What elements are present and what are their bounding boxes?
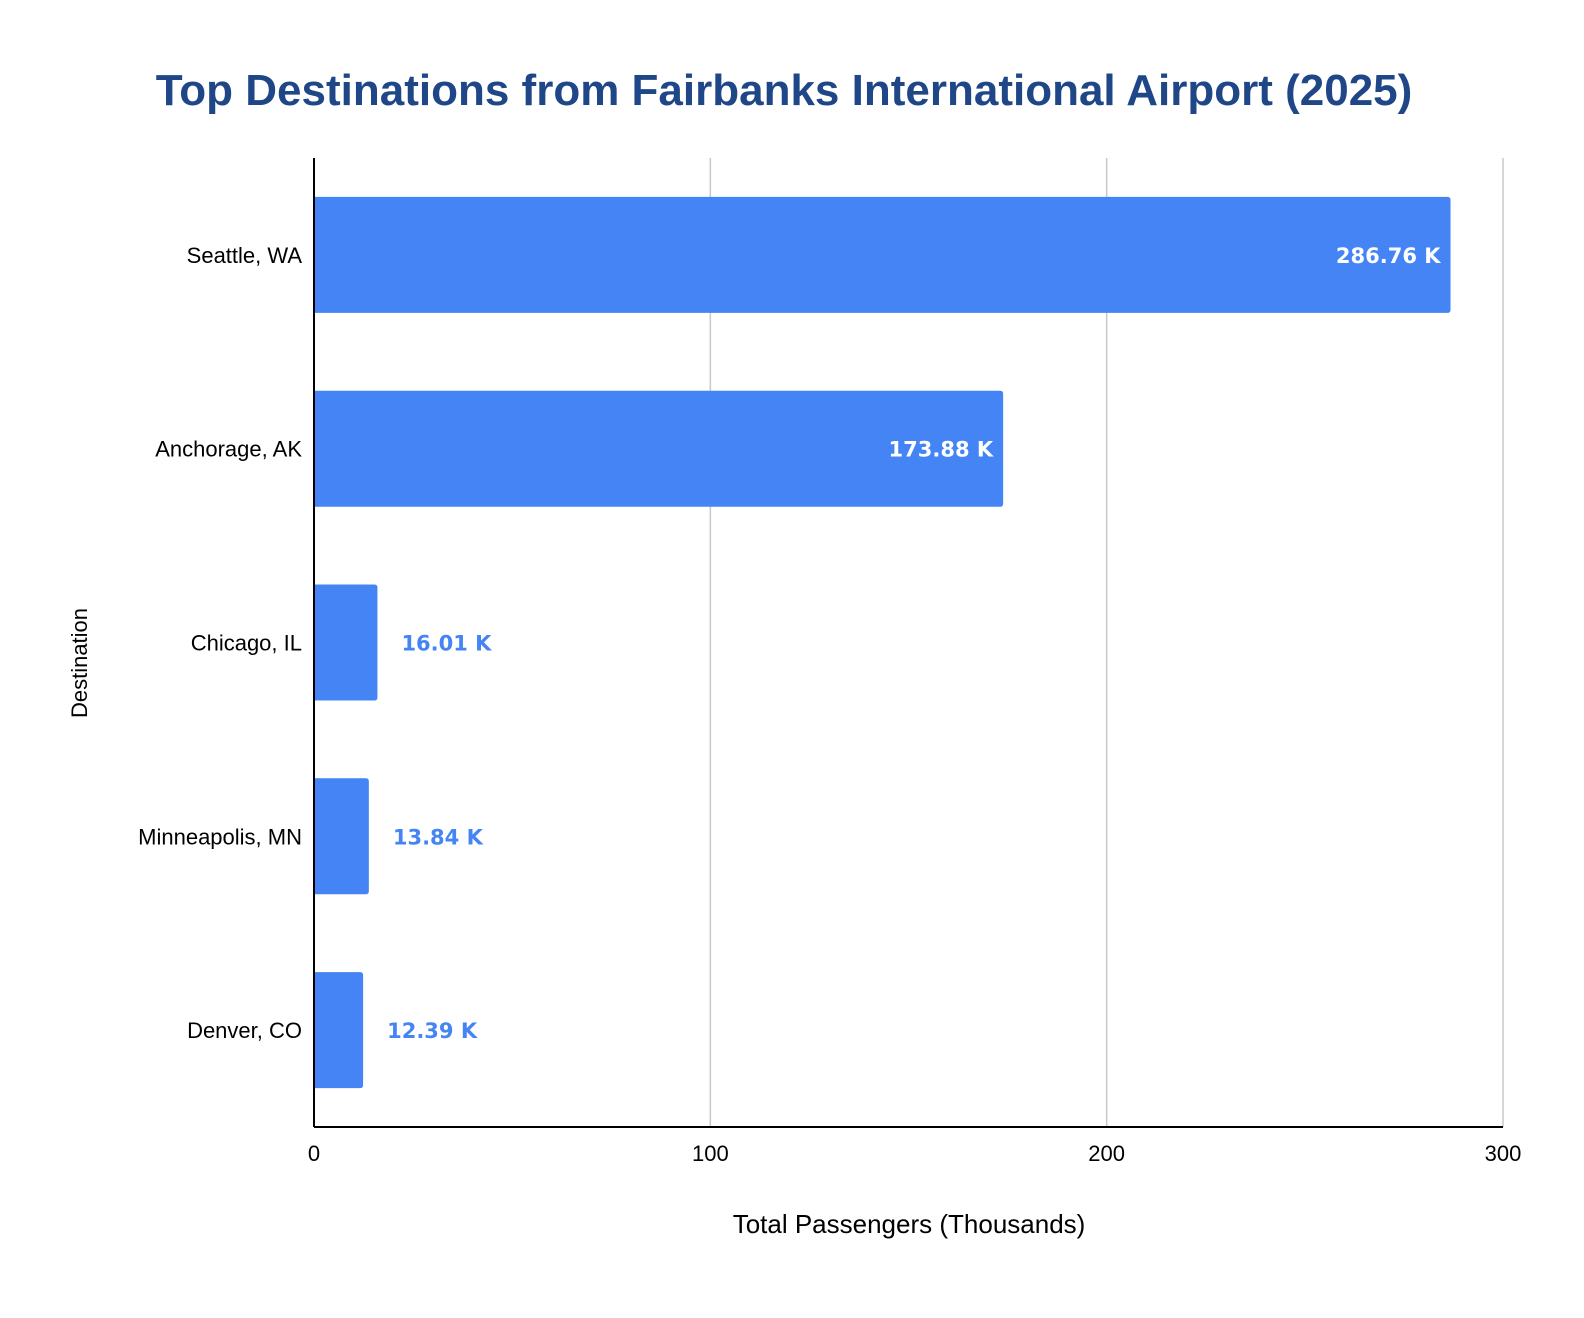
x-tick-label: 100	[692, 1141, 729, 1166]
y-axis-title: Destination	[67, 608, 92, 718]
data-label: 12.39 K	[387, 1019, 478, 1043]
data-label: 173.88 K	[889, 438, 994, 462]
category-label: Anchorage, AK	[155, 437, 302, 462]
axes	[313, 158, 1503, 1128]
x-tick-label: 0	[308, 1141, 320, 1166]
gridlines	[709, 158, 1504, 1127]
data-label: 286.76 K	[1336, 244, 1441, 268]
bar	[314, 778, 369, 895]
bar	[314, 196, 1451, 313]
x-tick-label: 200	[1088, 1141, 1125, 1166]
x-axis-title: Total Passengers (Thousands)	[733, 1209, 1086, 1239]
bars	[314, 196, 1451, 1089]
category-label: Seattle, WA	[187, 243, 303, 268]
bar	[314, 584, 378, 701]
bar	[314, 972, 364, 1089]
category-label: Chicago, IL	[191, 631, 302, 656]
data-label: 13.84 K	[393, 825, 484, 849]
bar	[314, 390, 1004, 507]
x-tick-label: 300	[1485, 1141, 1522, 1166]
category-label: Minneapolis, MN	[138, 824, 302, 849]
category-label: Denver, CO	[187, 1018, 302, 1043]
labels: 0 100 200 300 Seattle, WA 286.76 K Anchorage, …	[138, 243, 1521, 1166]
data-label: 16.01 K	[401, 632, 492, 656]
chart-title: Top Destinations from Fairbanks Internat…	[156, 66, 1413, 115]
